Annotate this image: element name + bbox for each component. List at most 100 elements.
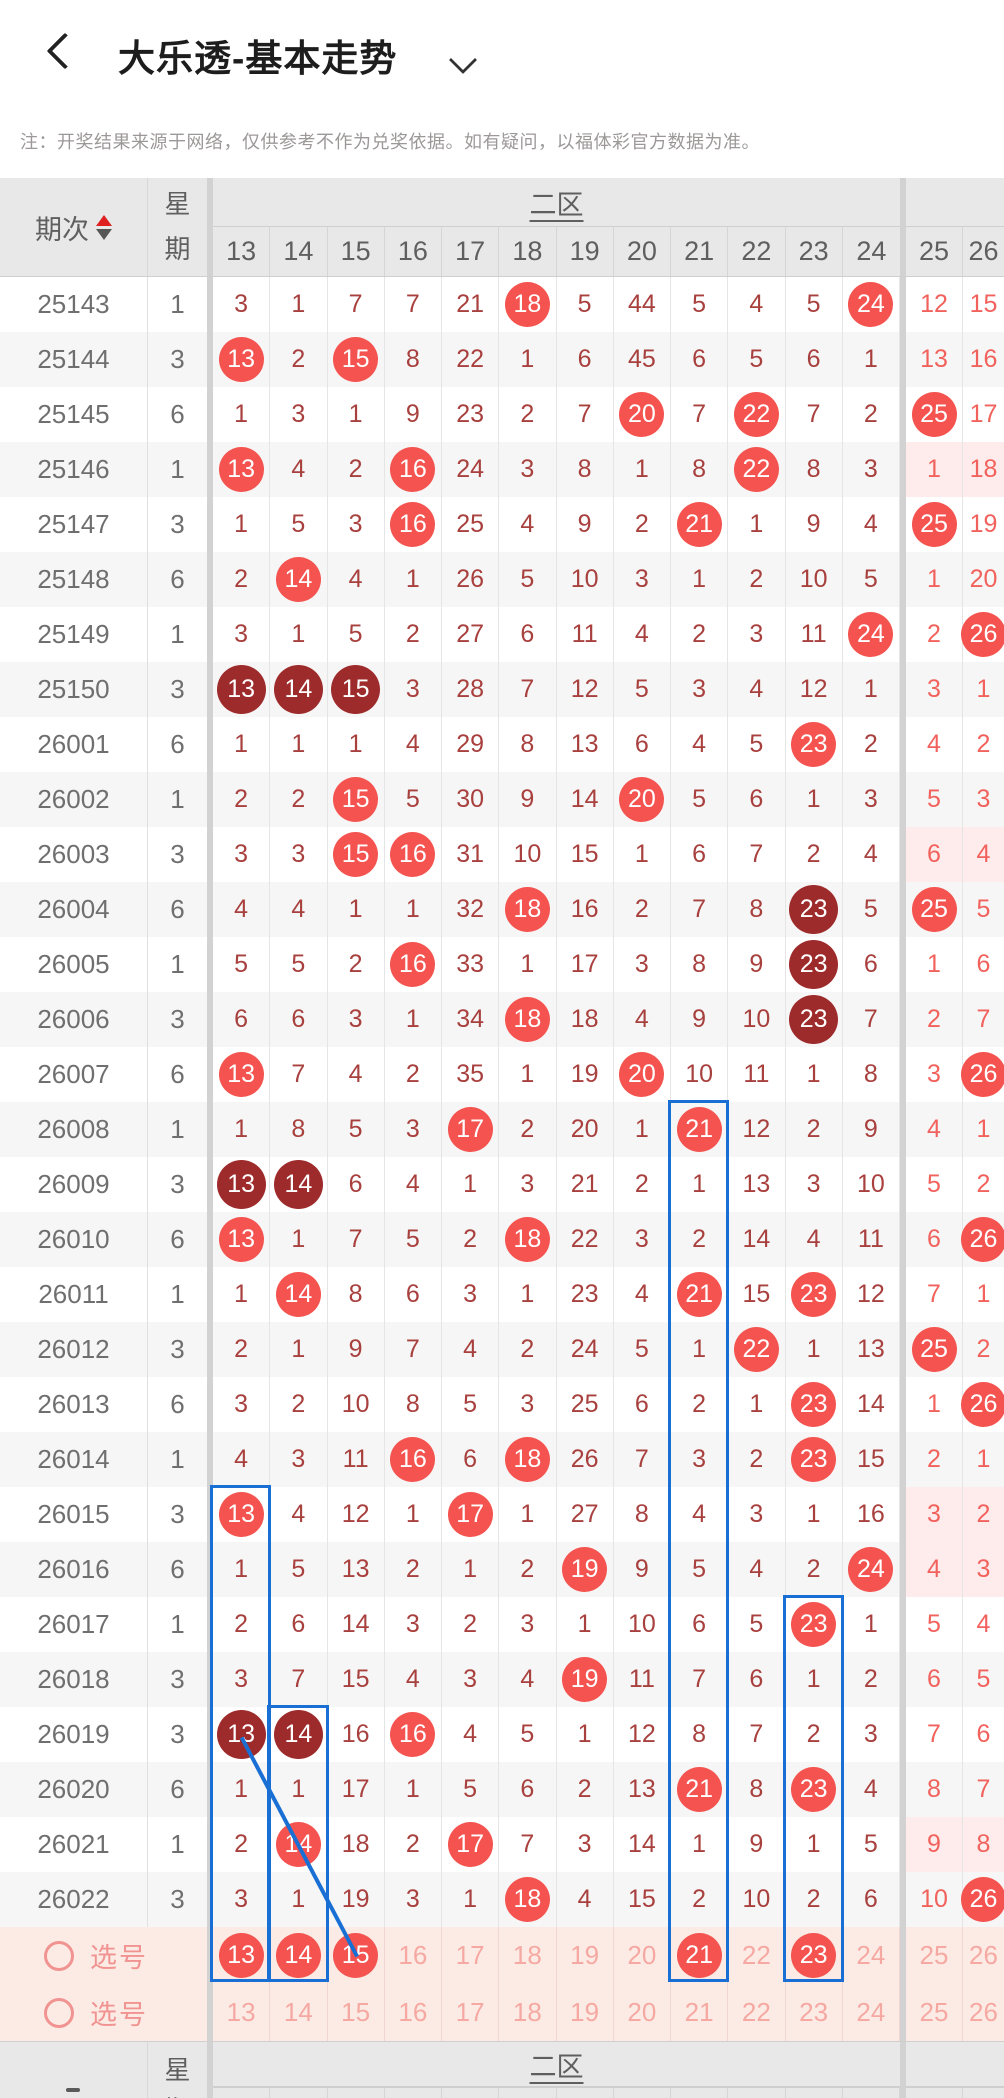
selection-number-cell[interactable]: 21: [671, 1927, 729, 1984]
column-divider: [207, 772, 213, 827]
chevron-down-icon[interactable]: [448, 45, 478, 75]
week-cell: 6: [170, 1554, 185, 1584]
number-cell: 2: [270, 772, 328, 827]
selection-number-cell[interactable]: 13: [213, 1984, 271, 2041]
week-cell: 1: [170, 1609, 185, 1639]
number-cell: 2: [614, 882, 671, 937]
selection-number-cell[interactable]: 19: [557, 1927, 614, 1984]
number-cell: 20: [969, 565, 998, 593]
selection-number-cell[interactable]: 18: [499, 1984, 557, 2041]
number-cell: 5: [786, 277, 843, 332]
selection-number-cell[interactable]: 26: [969, 1940, 998, 1970]
drawn-number-circle: 13: [218, 1492, 264, 1537]
drawn-number-circle: 26: [961, 1877, 1004, 1922]
number-cell: 35: [442, 1047, 500, 1102]
selection-number-cell[interactable]: 24: [843, 1927, 900, 1984]
number-cell: 25: [442, 497, 500, 552]
zone-divider: [900, 1927, 906, 1984]
selection-number-cell[interactable]: 16: [385, 1927, 442, 1984]
selection-radio-icon[interactable]: [44, 1997, 74, 2028]
selection-number-cell[interactable]: 23: [786, 1927, 843, 1984]
selection-number-cell[interactable]: 20: [614, 1927, 671, 1984]
number-cell: 3: [728, 1487, 786, 1542]
week-cell: 3: [170, 1334, 185, 1364]
column-header-15: 15: [328, 227, 385, 276]
selection-number-cell[interactable]: 25: [906, 1927, 963, 1984]
week-cell: 3: [170, 509, 185, 539]
selection-number-cell[interactable]: 26: [969, 1997, 998, 2027]
selection-number-cell[interactable]: 24: [843, 1984, 900, 2041]
selection-row-2[interactable]: 选号 13 14 15 16 17 18 19 20 21 22 23 24 25 26: [0, 1984, 1004, 2041]
week-cell: 3: [170, 344, 185, 374]
zone3-label: [906, 2042, 1004, 2087]
number-cell: 6: [671, 827, 729, 882]
zone-divider: [900, 1872, 906, 1927]
number-cell: 2: [671, 1212, 729, 1267]
number-cell: 1: [786, 772, 843, 827]
drawn-number-circle: 20: [619, 392, 665, 437]
selection-number-cell[interactable]: 22: [728, 1984, 786, 2041]
drawn-number-circle: 21: [676, 1767, 722, 1812]
number-cell: 4: [270, 1487, 328, 1542]
selection-number-cell[interactable]: 17: [442, 1927, 500, 1984]
number-cell: 1: [270, 717, 328, 772]
column-header-23: 23: [786, 227, 843, 276]
drawn-number-circle: 20: [619, 777, 665, 822]
back-icon[interactable]: [46, 32, 84, 70]
issue-header-cell[interactable]: [0, 2042, 148, 2098]
selection-number-cell[interactable]: 20: [614, 1984, 671, 2041]
week-cell: 3: [170, 1499, 185, 1529]
selection-label[interactable]: 选号: [0, 1927, 207, 1984]
issue-header-clipped: [66, 2088, 80, 2092]
number-cell: 15: [728, 1267, 786, 1322]
number-cell: 11: [843, 1212, 900, 1267]
number-cell: 2: [976, 730, 991, 758]
issue-header-cell[interactable]: 期次: [0, 178, 148, 276]
selection-number-cell[interactable]: 14: [270, 1984, 328, 2041]
drawn-number-circle: 24: [848, 1547, 894, 1592]
zone-divider: [900, 992, 906, 1047]
number-cell: 12: [614, 1707, 671, 1762]
selection-row-1[interactable]: 选号 13 14 15 16 17 18 19 20 21 22 23 24 25 26: [0, 1927, 1004, 1984]
number-cell: 2: [213, 772, 271, 827]
selection-number-cell[interactable]: 14: [270, 1927, 328, 1984]
selection-number-cell[interactable]: 15: [328, 1984, 385, 2041]
issue-cell: 26002: [0, 772, 148, 827]
number-cell: 3: [614, 937, 671, 992]
number-cell: 3: [976, 785, 991, 813]
selection-number-cell[interactable]: 21: [671, 1984, 729, 2041]
number-cell: 18: [499, 882, 557, 937]
selection-label-text: 选号: [90, 1943, 148, 1973]
selection-number-cell[interactable]: 22: [728, 1927, 786, 1984]
selection-label[interactable]: 选号: [0, 1984, 207, 2041]
selection-number-cell[interactable]: 15: [328, 1927, 385, 1984]
week-cell: 1: [170, 1279, 185, 1309]
selection-number-cell[interactable]: 23: [786, 1984, 843, 2041]
table-row-26014: 26014 1 4 3 11 16 6 18 26 7 3 2 23 15 2 1: [0, 1432, 1004, 1487]
selection-number-cell[interactable]: 18: [499, 1927, 557, 1984]
page-title[interactable]: 大乐透-基本走势: [118, 38, 398, 79]
selection-number-cell[interactable]: 17: [442, 1984, 500, 2041]
drawn-number-dark-circle: 15: [331, 665, 381, 714]
sort-icon[interactable]: [96, 214, 112, 240]
selection-number-cell[interactable]: 16: [385, 1984, 442, 2041]
selection-radio-icon[interactable]: [44, 1940, 74, 1971]
number-cell: 5: [614, 1322, 671, 1377]
zone-divider: [900, 442, 906, 497]
number-cell: 11: [328, 1432, 385, 1487]
selection-number-cell[interactable]: 13: [213, 1927, 271, 1984]
number-cell: 45: [614, 332, 671, 387]
drawn-number-circle: 26: [961, 1052, 1004, 1097]
number-cell: 1: [843, 332, 900, 387]
number-cell: 1: [442, 1157, 500, 1212]
drawn-number-circle: 23: [791, 1767, 837, 1812]
selection-number-cell[interactable]: 19: [557, 1984, 614, 2041]
table-row-26002: 26002 1 2 2 15 5 30 9 14 20 5 6 1 3 5 3: [0, 772, 1004, 827]
table-row-26009: 26009 3 13 14 6 4 1 3 21 2 1 13 3 10 5 2: [0, 1157, 1004, 1212]
issue-cell: 25148: [0, 552, 148, 607]
drawn-number-circle: 22: [733, 447, 779, 492]
number-cell: 1: [843, 1597, 900, 1652]
selection-number-cell[interactable]: 25: [906, 1984, 963, 2041]
selection-label-text: 选号: [90, 2000, 148, 2030]
issue-cell: 25147: [0, 497, 148, 552]
